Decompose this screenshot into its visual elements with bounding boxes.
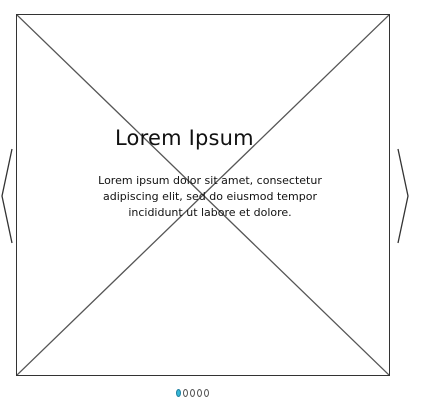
pagination-dot-5[interactable]	[204, 389, 209, 397]
chevron-left-icon	[1, 148, 13, 244]
slide-pagination	[176, 389, 209, 399]
image-placeholder-icon	[17, 15, 389, 375]
slide-text: Lorem ipsum dolor sit amet, consectetur …	[98, 174, 322, 219]
pagination-dot-4[interactable]	[197, 389, 202, 397]
pagination-dot-1[interactable]	[176, 389, 181, 397]
pagination-dot-2[interactable]	[183, 389, 188, 397]
slide-title: Lorem Ipsum	[115, 126, 254, 150]
chevron-right-icon	[397, 148, 409, 244]
pagination-dot-3[interactable]	[190, 389, 195, 397]
next-slide-button[interactable]	[396, 147, 410, 245]
slide-caption: Lorem Ipsum Lorem ipsum dolor sit amet, …	[17, 15, 389, 375]
previous-slide-button[interactable]	[0, 147, 14, 245]
slide: Lorem Ipsum Lorem ipsum dolor sit amet, …	[16, 14, 390, 376]
